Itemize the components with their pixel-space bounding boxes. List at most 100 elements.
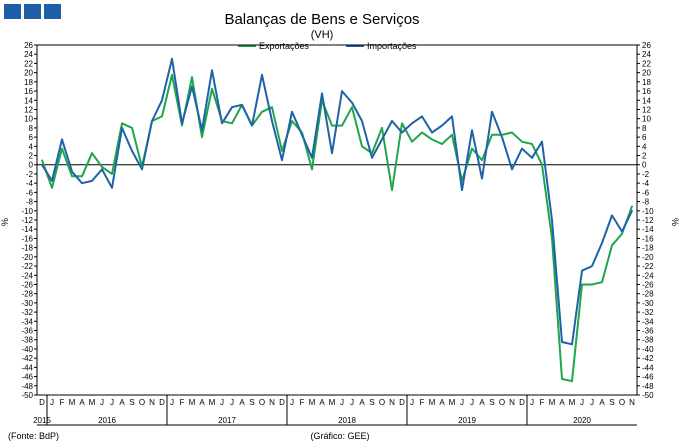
exports-point: [101, 166, 103, 168]
x-tick-label: M: [209, 398, 216, 407]
exports-point: [191, 76, 193, 79]
exports-point: [231, 122, 233, 125]
plot-frame: [36, 44, 638, 396]
exports-point: [61, 147, 63, 150]
legend-label-imports: Importações: [367, 41, 417, 51]
imports-point: [611, 214, 613, 217]
imports-point: [391, 120, 393, 122]
imports-point: [581, 269, 583, 272]
y-tick-label-right: 26: [642, 41, 651, 50]
x-tick-label: A: [79, 398, 85, 407]
y-tick-label-right: 2: [642, 152, 647, 161]
graph-credit: (Gráfico: GEE): [310, 431, 369, 441]
x-tick-label: A: [559, 398, 565, 407]
y-tick-label-left: -20: [21, 253, 33, 262]
imports-point: [151, 120, 153, 122]
imports-point: [71, 170, 73, 173]
x-tick-label: S: [609, 398, 614, 407]
x-tick-label: O: [619, 398, 625, 407]
imports-point: [341, 90, 343, 92]
imports-point: [121, 127, 123, 129]
y-tick-label-left: 26: [24, 41, 33, 50]
exports-point: [471, 147, 473, 150]
y-tick-label-left: -10: [21, 207, 33, 216]
y-axis-label-right: %: [670, 218, 680, 226]
imports-point: [51, 180, 53, 182]
x-tick-label: A: [199, 398, 205, 407]
y-tick-label-left: 10: [24, 115, 33, 124]
x-tick-label: J: [290, 398, 294, 407]
exports-point: [181, 124, 183, 127]
exports-point: [221, 120, 223, 122]
imports-point: [401, 131, 403, 134]
exports-point: [411, 140, 413, 143]
logo-block: [24, 4, 41, 19]
y-tick-label-right: -38: [642, 336, 654, 345]
exports-point: [451, 134, 453, 136]
y-tick-label-left: -42: [21, 354, 33, 363]
imports-point: [501, 136, 503, 138]
y-tick-label-left: 8: [29, 124, 34, 133]
x-tick-label: M: [569, 398, 576, 407]
y-tick-label-right: 16: [642, 87, 651, 96]
exports-point: [441, 143, 443, 145]
imports-point: [411, 122, 413, 125]
y-tick-label-left: -18: [21, 244, 33, 253]
y-tick-label-right: 14: [642, 96, 651, 105]
exports-point: [171, 74, 173, 76]
imports-point: [481, 177, 483, 180]
y-tick-label-right: -50: [642, 391, 654, 400]
y-tick-label-left: -36: [21, 327, 33, 336]
y-tick-label-right: -20: [642, 253, 654, 262]
x-tick-label: J: [220, 398, 224, 407]
y-tick-label-left: -34: [21, 317, 33, 326]
exports-point: [371, 152, 373, 155]
exports-point: [391, 189, 393, 191]
x-tick-label: A: [439, 398, 445, 407]
imports-point: [311, 157, 313, 159]
x-tick-label: S: [489, 398, 494, 407]
imports-point: [171, 58, 173, 60]
x-tick-label: S: [129, 398, 134, 407]
imports-point: [351, 101, 353, 104]
y-tick-label-left: -26: [21, 280, 33, 289]
exports-point: [201, 136, 203, 138]
year-label: 2017: [218, 416, 236, 425]
x-tick-label: A: [359, 398, 365, 407]
exports-point: [531, 143, 533, 145]
x-tick-label: D: [399, 398, 405, 407]
y-tick-label-right: -44: [642, 363, 654, 372]
x-tick-label: N: [629, 398, 635, 407]
imports-point: [101, 168, 103, 171]
exports-point: [41, 159, 43, 161]
x-tick-label: O: [139, 398, 145, 407]
y-tick-label-left: -4: [26, 179, 34, 188]
y-tick-label-left: 4: [29, 142, 34, 151]
x-tick-label: J: [580, 398, 584, 407]
y-tick-label-left: -44: [21, 363, 33, 372]
y-tick-label-right: 8: [642, 124, 647, 133]
y-tick-label-right: 4: [642, 142, 647, 151]
logo-block: [4, 4, 21, 19]
x-tick-label: D: [39, 398, 45, 407]
imports-point: [621, 230, 623, 233]
y-tick-label-right: -22: [642, 262, 654, 271]
y-tick-label-left: -28: [21, 290, 33, 299]
y-tick-label-right: -42: [642, 354, 654, 363]
y-tick-label-left: 12: [24, 105, 33, 114]
imports-point: [221, 122, 223, 125]
x-tick-label: M: [429, 398, 436, 407]
x-tick-label: A: [599, 398, 605, 407]
imports-line: [41, 57, 633, 346]
y-tick-label-left: -30: [21, 299, 33, 308]
exports-point: [421, 131, 423, 134]
imports-point: [321, 92, 323, 95]
imports-point: [591, 265, 593, 267]
exports-point: [351, 106, 353, 108]
year-label: 2015: [33, 416, 51, 425]
x-tick-label: S: [249, 398, 254, 407]
imports-point: [491, 110, 493, 113]
y-tick-label-right: -24: [642, 271, 654, 280]
x-tick-label: J: [530, 398, 534, 407]
